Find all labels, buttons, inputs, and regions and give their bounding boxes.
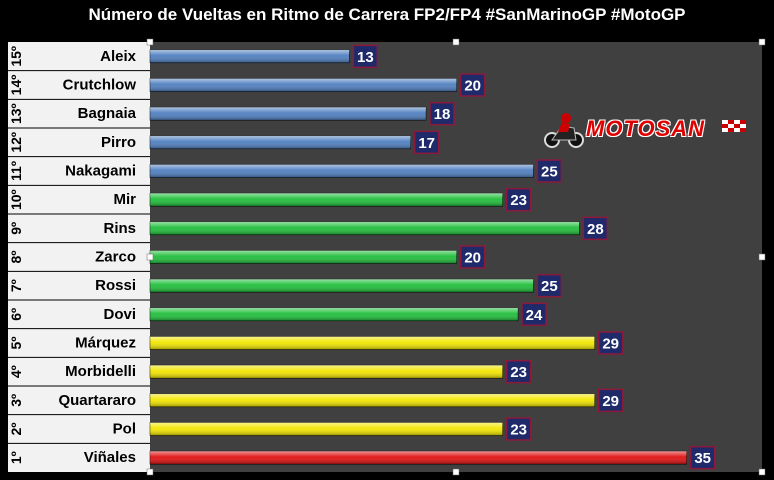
data-label: 18 [434,106,451,123]
bar-highlight [150,107,426,121]
rider-name-label: Pol [113,421,136,438]
data-label-box [459,245,486,269]
rider-name-label: Rins [103,220,136,237]
data-label: 28 [587,221,604,238]
data-label-box [536,273,563,298]
data-label-box [352,44,379,69]
bar-highlight [150,393,595,407]
bar-highlight [150,164,534,178]
rider-name-label: Crutchlow [63,77,137,94]
position-label: 4º [8,365,24,378]
data-label-box [689,445,716,470]
data-label-box [597,388,624,413]
data-label: 29 [602,336,619,353]
motorcycle-rider-icon [544,113,584,148]
selection-handle [758,253,766,261]
data-label-box [429,101,455,126]
data-label: 35 [694,450,711,467]
position-label: 10º [8,189,24,210]
data-label: 25 [541,164,558,181]
data-label-box [459,73,486,97]
position-label: 15º [8,46,24,67]
data-label: 23 [510,192,527,209]
bar-highlight [150,193,503,207]
bar-highlight [150,451,687,465]
rider-name-label: Márquez [75,335,136,352]
data-label: 23 [510,422,527,439]
data-label-box [505,359,532,384]
rider-name-label: Quartararo [58,392,136,409]
logo-text: MOTOSAN [586,116,706,141]
bar-highlight [150,336,595,350]
position-label: 2º [8,423,24,436]
position-label: 5º [8,337,24,350]
data-label-box [597,331,624,355]
selection-handle [758,468,766,476]
selection-handle [758,38,766,46]
data-label-box [521,302,547,327]
bar-highlight [150,422,503,436]
data-label: 17 [418,135,435,152]
selection-handle [452,468,460,476]
rider-name-label: Nakagami [65,163,136,180]
bar-highlight [150,135,411,149]
bar-highlight [150,221,580,235]
bar-highlight [150,307,518,321]
data-label: 13 [357,49,374,66]
position-label: 11º [8,161,24,181]
rider-name-label: Viñales [84,449,136,466]
data-label: 20 [464,250,481,267]
selection-handle [146,468,154,476]
chart-title: Número de Vueltas en Ritmo de Carrera FP… [88,5,686,24]
data-label: 23 [510,364,527,381]
data-label: 29 [602,393,619,410]
rider-name-label: Dovi [103,306,136,323]
rider-name-label: Rossi [95,277,136,294]
bar-highlight [150,365,503,379]
rider-name-label: Mir [114,191,137,208]
position-label: 8º [8,251,24,264]
selection-handle [452,38,460,46]
checkered-flag-icon [722,120,746,132]
position-label: 12º [8,132,24,153]
rider-name-label: Bagnaia [78,105,137,122]
position-label: 6º [8,308,24,321]
rider-name-label: Aleix [100,48,137,65]
bar-highlight [150,49,350,63]
data-label: 20 [464,78,481,95]
category-label-area [8,42,150,472]
bar-highlight [150,78,457,92]
position-label: 14º [8,75,24,96]
data-label-box [582,216,609,241]
position-label: 1º [8,451,24,464]
position-label: 7º [8,279,24,292]
data-label-box [505,187,532,212]
data-label-box [413,130,440,155]
data-label: 25 [541,278,558,295]
bar-highlight [150,279,534,293]
position-label: 13º [8,103,24,124]
data-label-box [536,159,563,183]
position-label: 9º [8,222,24,235]
rider-name-label: Zarco [95,249,136,266]
bar-highlight [150,250,457,264]
data-label-box [505,417,532,441]
position-label: 3º [8,394,24,407]
motosan-logo: MOTOSAN [542,108,757,152]
rider-name-label: Morbidelli [65,363,136,380]
data-label: 24 [526,307,543,324]
selection-handle [146,38,154,46]
selection-handle [146,253,154,261]
rider-name-label: Pirro [101,134,136,151]
